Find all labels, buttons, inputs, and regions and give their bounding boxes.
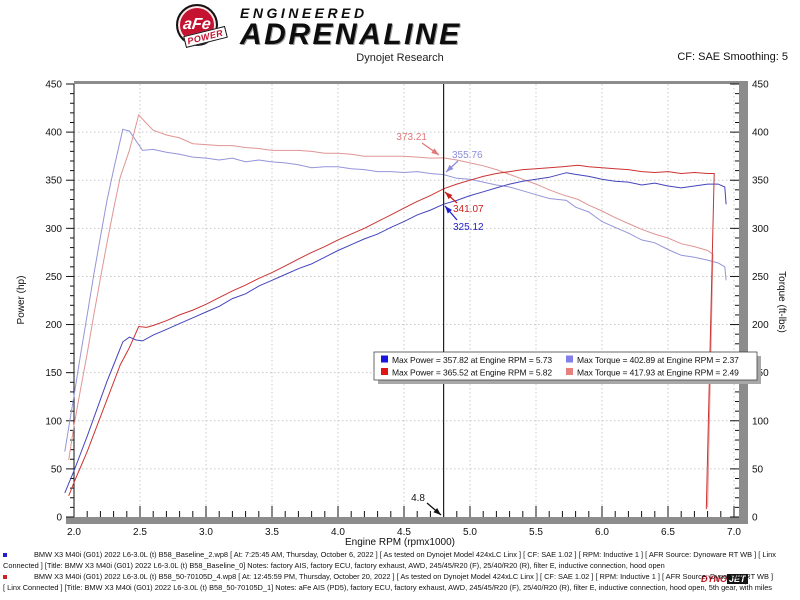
baseline-run-line2: Connected ] [Title: BMW X3 M40i (G01) 20…: [3, 560, 665, 570]
x-tick-label: 3.0: [199, 527, 213, 538]
x-tick-label: 4.5: [397, 527, 411, 538]
legend-box[interactable]: [373, 351, 758, 381]
x-tick-label: 6.0: [595, 527, 609, 538]
cursor-rpm-label: 4.8: [411, 493, 425, 504]
y-tick-label-right: 400: [752, 128, 769, 139]
dynojet-logo: DYNO JET: [701, 574, 748, 584]
cursor-value-label: 325.12: [453, 222, 484, 233]
dynojet-logo-jet: JET: [727, 574, 748, 584]
legend-swatch-icon: [566, 368, 573, 375]
x-tick-label: 7.0: [727, 527, 741, 538]
legend-swatch-icon: [381, 368, 388, 375]
x-axis-title: Engine RPM (rpmx1000): [345, 537, 455, 548]
cursor-value-label: 373.21: [396, 132, 427, 143]
frame-top: [74, 81, 748, 84]
cursor-value-arrow-head-icon: [445, 192, 453, 200]
curve-baseline-torque: [64, 128, 727, 452]
y-tick-label-left: 0: [56, 513, 62, 524]
brand-engineered: ENGINEERED: [240, 5, 368, 21]
cursor-value-arrow-head-icon: [446, 164, 454, 172]
x-tick-label: 2.5: [133, 527, 147, 538]
afe-run-bullet-icon: [3, 574, 7, 579]
afe-logo-badge: aFe POWER: [170, 3, 232, 51]
brand-text: ENGINEERED ADRENALINE: [240, 5, 462, 51]
afe-logo: aFe POWER ENGINEERED ADRENALINE: [170, 3, 462, 51]
legend-swatch-icon: [566, 355, 573, 363]
x-tick-label: 5.0: [463, 527, 477, 538]
baseline-run-line1: BMW X3 M40i (G01) 2022 L6-3.0L (t) B58_B…: [34, 550, 776, 559]
y-axis-title-power: Power (hp): [16, 276, 27, 325]
y-tick-label-left: 400: [45, 128, 62, 139]
frame-right: [739, 81, 748, 524]
frame-bottom: [66, 517, 748, 524]
y-tick-label-left: 200: [45, 320, 62, 331]
curve-afe-power: [68, 164, 715, 510]
cursor-value-arrow-head-icon: [431, 148, 439, 155]
y-tick-label-right: 300: [752, 224, 769, 235]
y-tick-label-right: 250: [752, 272, 769, 283]
legend-swatch-icon: [381, 355, 388, 363]
legend-entry: Max Power = 357.82 at Engine RPM = 5.73: [392, 355, 552, 365]
y-tick-label-left: 100: [45, 416, 62, 427]
dyno-chart: 0050501001001501502002002502503003003503…: [16, 80, 787, 549]
afe-run-line1: BMW X3 M40i (G01) 2022 L6-3.0L (t) B58_5…: [34, 571, 774, 581]
y-tick-label-right: 50: [752, 464, 764, 475]
legend-entry: Max Torque = 417.93 at Engine RPM = 2.49: [577, 368, 739, 378]
y-tick-label-right: 450: [752, 80, 769, 91]
cursor-value-label: 341.07: [453, 204, 484, 215]
run-info-baseline: BMW X3 M40i (G01) 2022 L6-3.0L (t) B58_B…: [3, 550, 799, 572]
y-tick-label-left: 300: [45, 224, 62, 235]
y-axis-title-torque: Torque (ft-lbs): [776, 271, 787, 333]
curve-baseline-power: [64, 172, 727, 494]
afe-run-line2: [ Linx Connected ] [Title: BMW X3 M40i (…: [3, 582, 772, 592]
run-info-footer: BMW X3 M40i (G01) 2022 L6-3.0L (t) B58_B…: [3, 550, 799, 594]
legend-entry: Max Torque = 402.89 at Engine RPM = 2.37: [577, 355, 739, 365]
baseline-run-bullet-icon: [3, 553, 7, 557]
x-tick-label: 4.0: [331, 527, 345, 538]
y-tick-label-right: 100: [752, 416, 769, 427]
cursor-rpm-arrow-head-icon: [433, 507, 441, 515]
y-tick-label-left: 50: [51, 464, 63, 475]
y-tick-label-right: 350: [752, 176, 769, 187]
x-tick-label: 2.0: [67, 527, 81, 538]
dynojet-logo-dyno: DYNO: [701, 574, 728, 584]
y-tick-label-left: 250: [45, 272, 62, 283]
brand-adrenaline: ADRENALINE: [240, 18, 462, 51]
y-tick-label-left: 450: [45, 80, 62, 91]
cursor-value-arrow-head-icon: [445, 206, 453, 214]
cursor-value-label: 355.76: [452, 150, 483, 161]
x-tick-label: 3.5: [265, 527, 279, 538]
curve-afe-torque: [68, 113, 714, 508]
smoothing-setting: CF: SAE Smoothing: 5: [677, 51, 788, 63]
y-tick-label-left: 350: [45, 176, 62, 187]
x-tick-label: 5.5: [529, 527, 543, 538]
y-tick-label-right: 200: [752, 320, 769, 331]
x-tick-label: 6.5: [661, 527, 675, 538]
run-info-afe: BMW X3 M40i (G01) 2022 L6-3.0L (t) B58_5…: [3, 572, 799, 594]
legend-entry: Max Power = 365.52 at Engine RPM = 5.82: [392, 368, 552, 378]
y-tick-label-left: 150: [45, 368, 62, 379]
page-title: Dynojet Research: [356, 52, 444, 64]
y-tick-label-right: 0: [752, 513, 758, 524]
